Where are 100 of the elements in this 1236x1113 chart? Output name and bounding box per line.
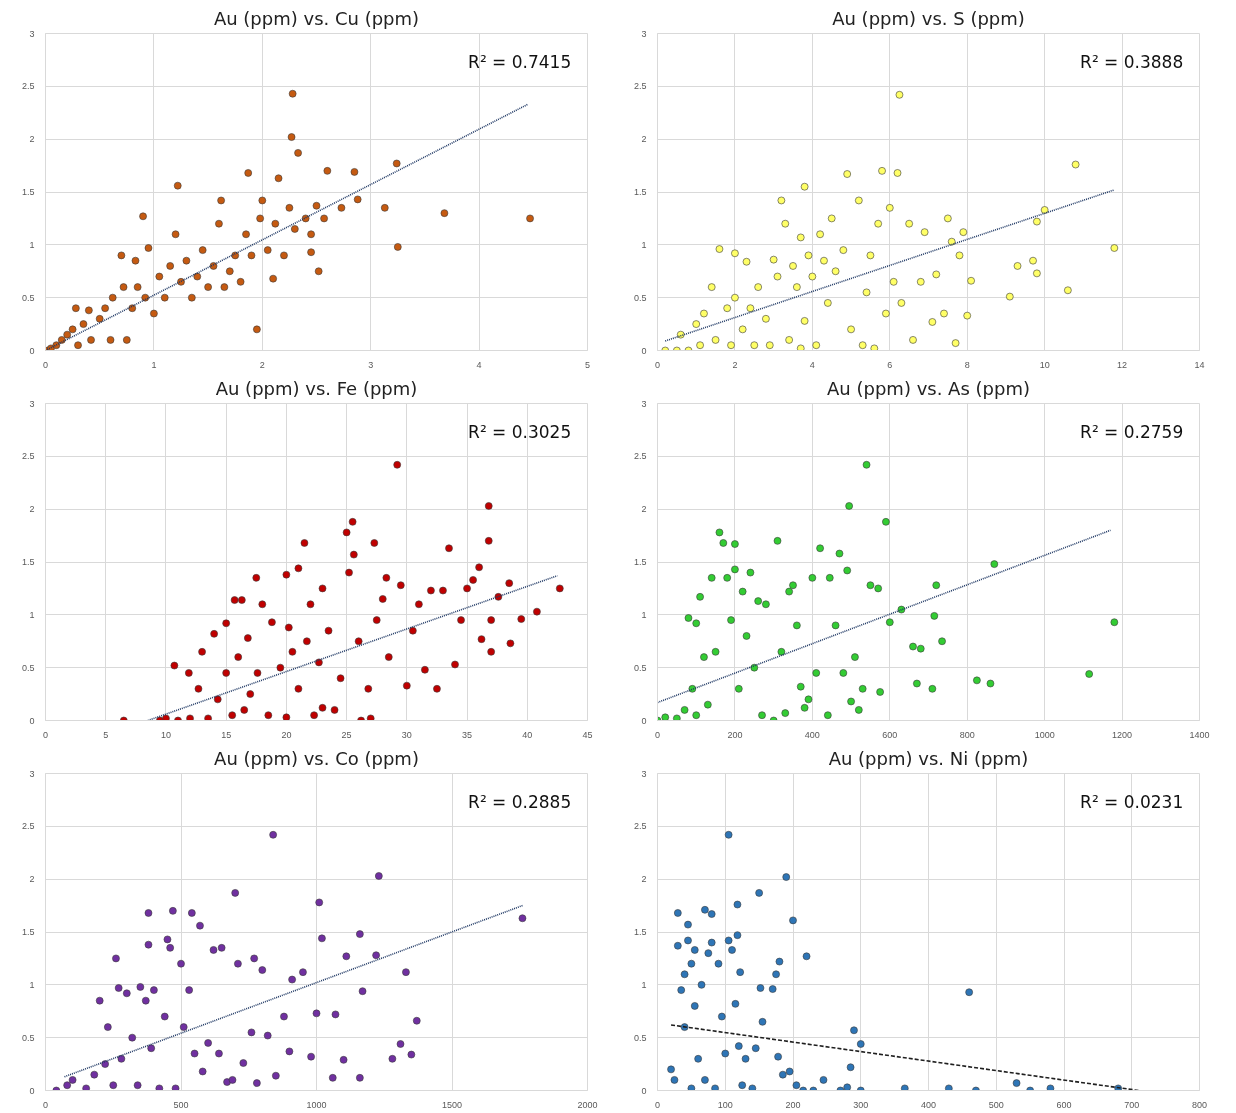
chart-title: Au (ppm) vs. Ni (ppm): [828, 747, 1029, 769]
y-tick-label: 1: [641, 609, 647, 620]
x-tick-label: 500: [988, 1099, 1004, 1110]
y-tick-label: 1: [641, 979, 647, 990]
y-tick-label: 2: [641, 874, 647, 885]
x-tick-label: 1200: [1112, 729, 1133, 740]
x-tick-label: 45: [582, 729, 593, 740]
y-tick-label: 0: [29, 1085, 35, 1096]
y-tick-label: 1.5: [633, 187, 647, 197]
x-tick-label: 800: [959, 729, 975, 740]
y-tick-label: 3: [641, 28, 647, 39]
y-tick-label: 1: [29, 239, 35, 250]
y-tick-label: 3: [29, 28, 35, 39]
chart-title: Au (ppm) vs. S (ppm): [832, 7, 1025, 29]
x-tick-label: 5: [585, 359, 591, 370]
y-tick-label: 1.5: [21, 557, 35, 567]
x-tick-label: 6: [887, 359, 893, 370]
y-tick-label: 0.5: [21, 1032, 35, 1043]
y-tick-label: 2: [29, 134, 35, 145]
x-tick-label: 0: [655, 729, 661, 740]
annotation: R² = 0.3888: [1080, 52, 1184, 73]
x-tick-label: 0: [655, 359, 661, 370]
x-tick-label: 2: [732, 359, 738, 370]
y-tick-label: 1: [29, 979, 35, 990]
x-tick-label: 3: [368, 359, 374, 370]
annotation: R² = 0.0231: [1080, 792, 1184, 813]
x-tick-label: 4: [809, 359, 815, 370]
y-tick-label: 0: [641, 1085, 647, 1096]
y-tick-label: 2: [29, 874, 35, 885]
x-tick-label: 35: [462, 729, 473, 740]
x-tick-label: 8: [964, 359, 970, 370]
x-tick-label: 20: [281, 729, 292, 740]
y-tick-label: 1.5: [21, 927, 35, 937]
y-tick-label: 0.5: [633, 662, 647, 673]
y-tick-label: 3: [641, 768, 647, 779]
x-tick-label: 0: [43, 1099, 49, 1110]
y-tick-label: 1.5: [633, 557, 647, 567]
y-tick-label: 2.5: [21, 451, 35, 462]
y-tick-label: 0: [29, 345, 35, 356]
x-tick-label: 15: [221, 729, 232, 740]
x-tick-label: 10: [160, 729, 171, 740]
x-tick-label: 1000: [306, 1099, 327, 1110]
x-tick-label: 400: [920, 1099, 937, 1110]
chart-title: Au (ppm) vs. As (ppm): [827, 377, 1030, 399]
x-tick-label: 2000: [577, 1099, 598, 1110]
y-tick-label: 2: [641, 134, 647, 145]
x-tick-label: 200: [727, 729, 743, 740]
x-tick-label: 0: [43, 359, 49, 370]
x-tick-label: 600: [882, 729, 898, 740]
annotation: R² = 0.2759: [1080, 422, 1184, 443]
x-tick-label: 4: [476, 359, 482, 370]
y-tick-label: 3: [29, 398, 35, 409]
x-tick-label: 800: [1191, 1099, 1208, 1110]
x-tick-label: 0: [43, 729, 49, 740]
y-tick-label: 0.5: [21, 662, 35, 673]
annotation: R² = 0.7415: [468, 52, 572, 73]
x-tick-label: 12: [1117, 359, 1128, 370]
x-tick-label: 10: [1039, 359, 1050, 370]
y-tick-label: 0: [29, 715, 35, 726]
x-tick-label: 700: [1124, 1099, 1140, 1110]
y-tick-label: 2.5: [633, 451, 647, 462]
annotation: R² = 0.2885: [468, 792, 572, 813]
x-tick-label: 200: [785, 1099, 801, 1110]
x-tick-label: 1000: [1034, 729, 1055, 740]
y-tick-label: 3: [29, 768, 35, 779]
y-tick-label: 0: [641, 715, 647, 726]
x-tick-label: 400: [804, 729, 820, 740]
x-tick-label: 500: [173, 1099, 189, 1110]
y-tick-label: 1.5: [633, 927, 647, 937]
x-tick-label: 0: [655, 1099, 661, 1110]
x-tick-label: 40: [522, 729, 533, 740]
y-tick-label: 0: [641, 345, 647, 356]
y-tick-label: 1: [29, 609, 35, 620]
y-tick-label: 2: [29, 504, 35, 515]
x-tick-label: 25: [341, 729, 352, 740]
y-tick-label: 0.5: [21, 292, 35, 303]
chart-title: Au (ppm) vs. Co (ppm): [214, 747, 419, 769]
x-tick-label: 1400: [1189, 729, 1210, 740]
x-tick-label: 30: [401, 729, 412, 740]
y-tick-label: 1.5: [21, 187, 35, 197]
y-tick-label: 3: [641, 398, 647, 409]
annotation: R² = 0.3025: [468, 422, 572, 443]
x-tick-label: 1500: [441, 1099, 463, 1110]
y-tick-label: 2.5: [633, 821, 647, 832]
chart-title: Au (ppm) vs. Cu (ppm): [213, 7, 420, 29]
y-tick-label: 0.5: [633, 1032, 647, 1043]
y-tick-label: 2: [641, 504, 647, 515]
x-tick-label: 14: [1194, 359, 1205, 370]
x-tick-label: 300: [853, 1099, 869, 1110]
y-tick-label: 1: [641, 239, 647, 250]
y-tick-label: 2.5: [21, 821, 35, 832]
x-tick-label: 2: [259, 359, 265, 370]
y-tick-label: 2.5: [633, 81, 647, 92]
chart-title: Au (ppm) vs. Fe (ppm): [215, 377, 418, 399]
y-tick-label: 0.5: [633, 292, 647, 303]
x-tick-label: 1: [151, 359, 157, 370]
y-tick-label: 2.5: [21, 81, 35, 92]
x-tick-label: 100: [717, 1099, 733, 1110]
x-tick-label: 600: [1056, 1099, 1072, 1110]
x-tick-label: 5: [103, 729, 109, 740]
